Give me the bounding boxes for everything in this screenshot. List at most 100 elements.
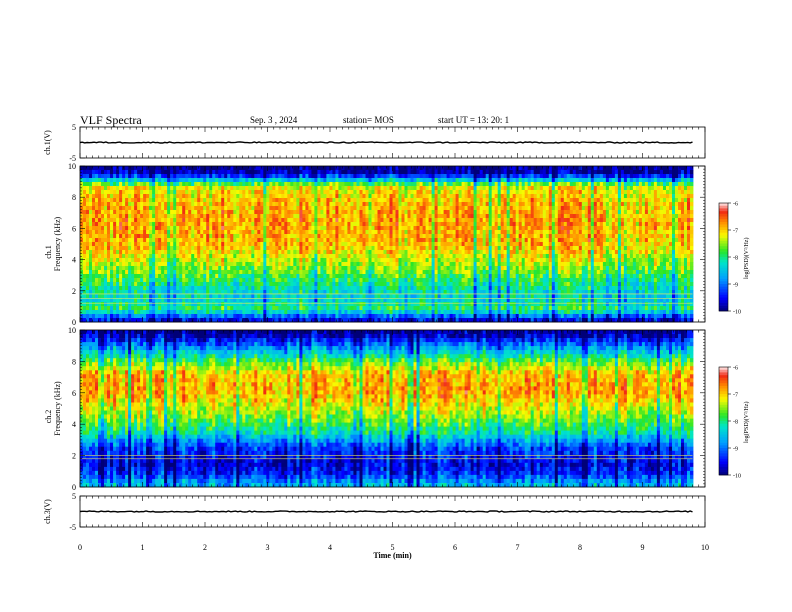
spectrogram-cell: [266, 242, 270, 247]
spectrogram-cell: [317, 174, 321, 179]
spectrogram-cell: [125, 222, 129, 227]
spectrogram-cell: [344, 250, 348, 255]
spectrogram-cell: [164, 182, 168, 187]
spectrogram-cell: [389, 254, 393, 259]
spectrogram-cell: [614, 198, 619, 203]
spectrogram-cell: [530, 210, 535, 215]
spectrogram-cell: [281, 258, 285, 263]
spectrogram-cell: [188, 250, 192, 255]
spectrogram-cell: [194, 214, 198, 219]
spectrogram-cell: [581, 230, 586, 235]
spectrogram-cell: [335, 258, 339, 263]
spectrogram-cell: [302, 218, 306, 223]
spectrogram-cell: [89, 230, 93, 235]
spectrogram-cell: [470, 234, 474, 239]
spectrogram-cell: [344, 186, 348, 191]
spectrogram-cell: [575, 182, 580, 187]
spectrogram-cell: [539, 174, 544, 179]
spectrogram-cell: [653, 206, 658, 211]
spectrogram-cell: [632, 238, 637, 243]
spectrogram-cell: [131, 166, 135, 171]
spectrogram-cell: [530, 258, 535, 263]
spectrogram-cell: [404, 194, 408, 199]
spectrogram-cell: [305, 198, 309, 203]
spectrogram-cell: [200, 182, 204, 187]
spectrogram-cell: [188, 178, 192, 183]
spectrogram-cell: [554, 218, 559, 223]
spectrogram-cell: [488, 226, 493, 231]
spectrogram-cell: [293, 206, 297, 211]
spectrogram-cell: [410, 230, 414, 235]
spectrogram-cell: [257, 258, 261, 263]
spectrogram-cell: [299, 182, 303, 187]
spectrogram-cell: [344, 242, 348, 247]
spectrogram-cell: [560, 238, 565, 243]
spectrogram-cell: [371, 198, 375, 203]
spectrogram-cell: [230, 174, 234, 179]
spectrogram-cell: [620, 194, 625, 199]
spectrogram-cell: [659, 206, 664, 211]
spectrogram-cell: [278, 218, 282, 223]
spectrogram-cell: [209, 194, 213, 199]
spectrogram-cell: [302, 242, 306, 247]
spectrogram-cell: [212, 190, 216, 195]
spectrogram-cell: [344, 218, 348, 223]
spectrogram-cell: [545, 210, 550, 215]
spectrogram-cell: [530, 214, 535, 219]
spectrogram-cell: [464, 246, 468, 251]
chart-title: VLF Spectra: [80, 113, 142, 127]
spectrogram-cell: [521, 174, 526, 179]
spectrogram-cell: [347, 226, 351, 231]
spectrogram-cell: [485, 186, 490, 191]
spectrogram-cell: [611, 222, 616, 227]
spectrogram-cell: [521, 218, 526, 223]
spectrogram-cell: [617, 178, 622, 183]
spectrogram-cell: [407, 246, 411, 251]
spectrogram-cell: [533, 174, 538, 179]
spectrogram-cell: [533, 166, 538, 171]
spectrogram-cell: [338, 206, 342, 211]
spectrogram-cell: [461, 218, 465, 223]
spectrogram-cell: [644, 166, 649, 171]
spectrogram-cell: [356, 246, 360, 251]
spectrogram-cell: [669, 246, 673, 251]
spectrogram-cell: [581, 238, 586, 243]
spectrogram-cell: [98, 182, 102, 187]
spectrogram-cell: [365, 174, 369, 179]
spectrogram-cell: [672, 234, 676, 239]
spectrogram-cell: [92, 246, 96, 251]
spectrogram-cell: [449, 258, 453, 263]
spectrogram-cell: [170, 262, 174, 267]
spectrogram-cell: [173, 170, 177, 175]
spectrogram-cell: [659, 198, 664, 203]
spectrogram-cell: [374, 190, 378, 195]
spectrogram-cell: [482, 242, 487, 247]
spectrogram-cell: [620, 230, 625, 235]
spectrogram-cell: [335, 246, 339, 251]
spectrogram-cell: [656, 210, 661, 215]
spectrogram-cell: [611, 210, 616, 215]
spectrogram-cell: [209, 222, 213, 227]
spectrogram-cell: [272, 214, 276, 219]
spectrogram-cell: [563, 210, 568, 215]
spectrogram-cell: [602, 250, 607, 255]
spectrogram-cell: [675, 166, 679, 171]
spectrogram-cell: [344, 182, 348, 187]
spectrogram-cell: [125, 254, 129, 259]
spectrogram-cell: [284, 174, 288, 179]
spectrogram-cell: [669, 210, 673, 215]
spectrogram-cell: [188, 194, 192, 199]
spectrogram-cell: [155, 202, 159, 207]
spectrogram-cell: [368, 198, 372, 203]
spectrogram-cell: [380, 174, 384, 179]
spectrogram-cell: [326, 178, 330, 183]
spectrogram-cell: [590, 170, 595, 175]
spectrogram-cell: [641, 178, 646, 183]
spectrogram-cell: [608, 246, 613, 251]
spectrogram-cell: [440, 190, 444, 195]
spectrogram-cell: [419, 246, 423, 251]
spectrogram-cell: [386, 182, 390, 187]
spectrogram-cell: [527, 206, 532, 211]
spectrogram-cell: [675, 190, 679, 195]
spectrogram-cell: [632, 202, 637, 207]
